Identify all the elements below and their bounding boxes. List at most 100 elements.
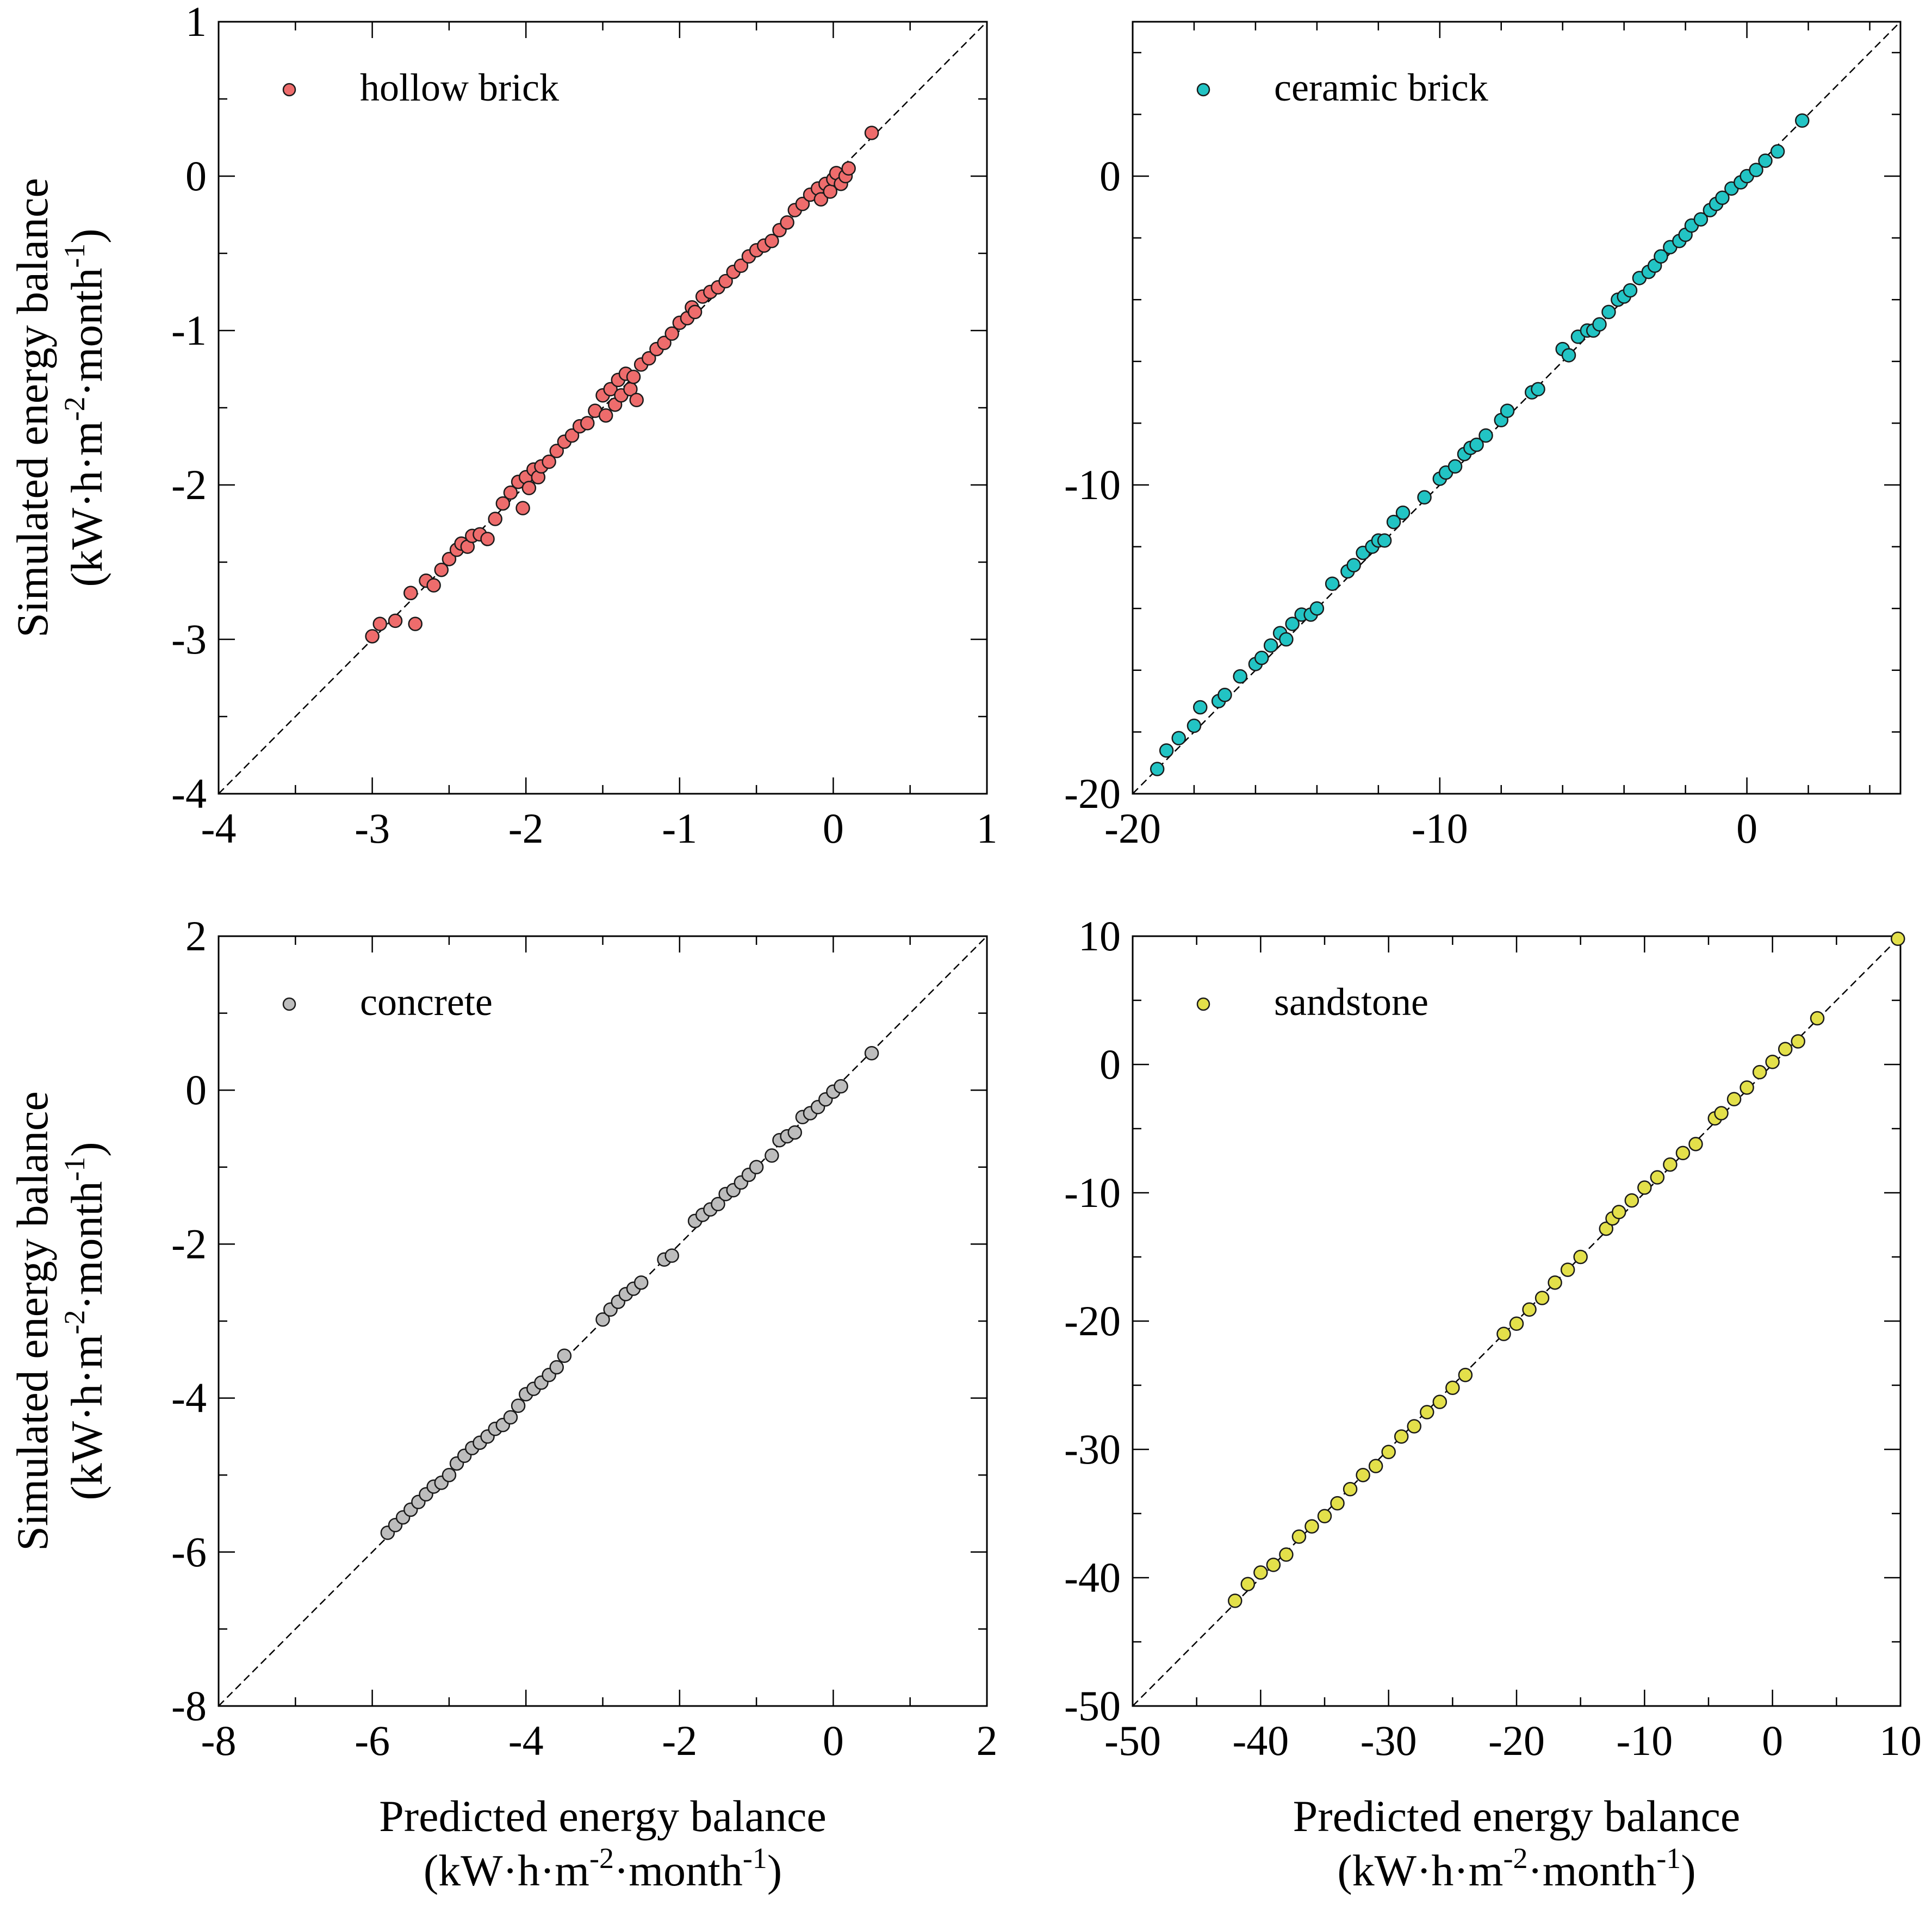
ceramic-brick-x-tick-label: -10 (1412, 805, 1468, 852)
hollow-brick-data-point (549, 444, 564, 458)
hollow-brick-y-tick-label: -2 (171, 461, 207, 508)
hollow-brick-x-tick-label: -2 (508, 805, 544, 852)
sandstone-data-point (1458, 1367, 1473, 1383)
sandstone-y-tick-label: -40 (1064, 1554, 1121, 1601)
sandstone-data-point (1509, 1316, 1524, 1331)
concrete-data-point (633, 1275, 649, 1290)
ceramic-brick-plot-frame (1132, 21, 1902, 795)
hollow-brick-data-point (442, 552, 457, 566)
ceramic-brick-data-point (1325, 576, 1340, 591)
ceramic-brick-data-point (1263, 638, 1278, 653)
sandstone-data-point (1330, 1496, 1345, 1511)
concrete-data-point (664, 1248, 679, 1263)
ceramic-brick-data-point (1601, 304, 1616, 320)
sandstone-data-point (1765, 1055, 1780, 1069)
ceramic-brick-data-point (1770, 144, 1785, 159)
sandstone-data-point (1381, 1444, 1396, 1459)
concrete-data-point (711, 1197, 725, 1212)
ceramic-brick-data-point (1377, 533, 1392, 548)
sandstone-x-tick-label: -10 (1616, 1717, 1673, 1764)
hollow-brick-data-point (765, 234, 779, 248)
hollow-brick-data-point (664, 326, 679, 341)
concrete-data-point (787, 1125, 802, 1140)
concrete-data-point (503, 1410, 518, 1425)
ceramic-brick-data-point (1715, 190, 1730, 206)
ceramic-brick-legend-marker (1196, 83, 1210, 97)
concrete-y-tick-label: -6 (171, 1528, 207, 1576)
hollow-brick-data-point (488, 512, 502, 526)
sandstone-y-tick-label: 0 (1099, 1041, 1121, 1088)
hollow-brick-legend-label: hollow brick (360, 66, 559, 109)
ceramic-brick-data-point (1186, 718, 1202, 733)
ceramic-brick-x-tick-label: 0 (1736, 805, 1757, 852)
hollow-brick-y-tick-label: -4 (171, 770, 207, 817)
concrete-data-point (864, 1045, 879, 1061)
ceramic-brick-data-point (1150, 762, 1165, 776)
ceramic-brick-data-point (1279, 632, 1294, 647)
concrete-y-tick-label: -8 (171, 1682, 207, 1729)
sandstone-data-point (1791, 1034, 1805, 1049)
hollow-brick-y-tick-label: -3 (171, 615, 207, 663)
ceramic-brick-data-point (1448, 459, 1463, 474)
hollow-brick-data-point (780, 215, 794, 230)
sandstone-data-point (1612, 1205, 1626, 1219)
concrete-x-tick-label: 2 (977, 1717, 998, 1764)
hollow-brick-data-point (542, 454, 556, 469)
ceramic-brick-y-tick-label: 0 (1099, 152, 1121, 200)
sandstone-data-point (1356, 1467, 1370, 1483)
sandstone-data-point (1240, 1577, 1256, 1592)
ceramic-brick-data-point (1217, 687, 1232, 702)
sandstone-data-point (1573, 1249, 1588, 1265)
ceramic-brick-data-point (1285, 617, 1300, 631)
panel-concrete: -8 -6 -4 -2 0 2 -8 -6 -4 -2 0 2 concrete Simulated en… (8, 912, 998, 1895)
concrete-x-axis-title: Predicted energy balance (379, 1791, 827, 1841)
ceramic-brick-data-point (1749, 163, 1763, 177)
panel-ceramic-brick: -20 -10 0 -20 -10 0 ceramic brick (1064, 21, 1902, 852)
sandstone-data-point (1266, 1558, 1281, 1572)
sandstone-data-point (1650, 1170, 1665, 1185)
ceramic-brick-legend-label: ceramic brick (1274, 66, 1488, 109)
ceramic-brick-data-point (1386, 514, 1401, 530)
ceramic-brick-data-point (1758, 153, 1773, 168)
panel-sandstone: -50 -40 -30 -20 -10 0 10 -50 -40 -30 -20 -10 0 10 sand… (1064, 912, 1922, 1895)
sandstone-y-tick-label: -20 (1064, 1297, 1121, 1344)
panel-hollow-brick: -4 -3 -2 -1 0 1 -4 -3 -2 -1 0 1 hollow brick Simulate… (8, 0, 998, 852)
hollow-brick-data-point (718, 273, 733, 289)
concrete-data-point (557, 1348, 572, 1363)
sandstone-x-tick-label: -20 (1488, 1717, 1545, 1764)
concrete-y-tick-label: 2 (185, 912, 207, 960)
hollow-brick-data-point (813, 192, 829, 207)
sandstone-data-point (1253, 1565, 1268, 1580)
hollow-brick-data-point (642, 351, 656, 366)
ceramic-brick-data-point (1654, 249, 1668, 264)
ceramic-brick-data-point (1309, 601, 1325, 616)
sandstone-data-point (1688, 1137, 1703, 1151)
ceramic-brick-data-point (1693, 212, 1709, 227)
sandstone-legend-label: sandstone (1274, 980, 1428, 1024)
sandstone-data-point (1891, 931, 1905, 946)
sandstone-data-point (1317, 1509, 1332, 1523)
hollow-brick-data-point (480, 532, 495, 546)
hollow-brick-data-point (580, 416, 595, 431)
hollow-brick-data-point (629, 393, 644, 408)
hollow-brick-data-point (515, 501, 530, 515)
hollow-brick-y-axis-units: (kW·h·m-2·month-1) (58, 228, 111, 587)
ceramic-brick-data-point (1531, 382, 1545, 397)
sandstone-data-point (1599, 1221, 1613, 1236)
hollow-brick-data-point (734, 258, 749, 273)
sandstone-data-point (1304, 1519, 1319, 1534)
ceramic-brick-data-point (1193, 700, 1208, 715)
concrete-x-tick-label: -8 (201, 1717, 237, 1764)
sandstone-x-tick-label: 0 (1762, 1717, 1783, 1764)
hollow-brick-y-tick-label: -1 (171, 307, 207, 354)
hollow-brick-data-point (503, 485, 518, 500)
sandstone-data-point (1279, 1547, 1294, 1562)
hollow-brick-data-point (388, 613, 403, 628)
sandstone-data-point (1522, 1302, 1537, 1317)
ceramic-brick-data-point (1346, 558, 1361, 572)
concrete-y-tick-label: -2 (171, 1220, 207, 1267)
concrete-legend-marker (282, 997, 296, 1011)
sandstone-data-point (1535, 1291, 1550, 1305)
hollow-brick-data-point (864, 126, 879, 140)
